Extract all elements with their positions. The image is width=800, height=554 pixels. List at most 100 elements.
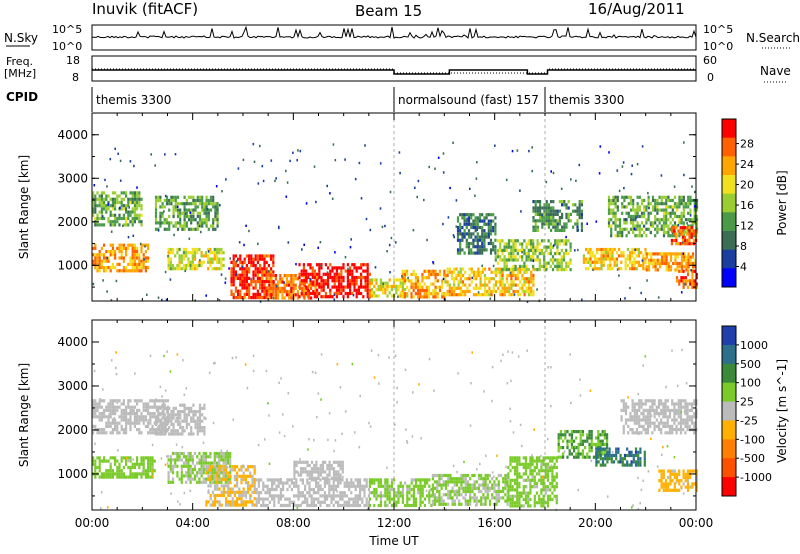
data-cell <box>678 282 681 286</box>
data-cell <box>565 268 568 272</box>
data-cell <box>494 248 497 252</box>
data-cell <box>622 254 625 258</box>
data-cell <box>545 261 548 265</box>
data-cell <box>484 483 487 487</box>
data-cell <box>237 296 240 300</box>
data-cell <box>680 265 684 269</box>
data-cell <box>695 282 698 286</box>
data-cell <box>334 251 336 254</box>
data-cell <box>323 500 326 504</box>
data-cell <box>330 484 333 488</box>
data-cell <box>198 422 202 426</box>
data-cell <box>494 232 497 236</box>
data-cell <box>522 465 525 470</box>
data-cell <box>198 202 202 206</box>
data-cell <box>423 481 426 485</box>
data-cell <box>313 269 316 273</box>
data-cell <box>470 235 473 239</box>
data-cell <box>222 468 225 472</box>
data-cell <box>477 291 480 294</box>
data-cell <box>253 160 256 163</box>
data-cell <box>239 280 242 284</box>
data-cell <box>118 415 121 419</box>
data-cell <box>266 491 269 495</box>
data-cell <box>294 277 297 281</box>
data-cell <box>264 503 267 508</box>
data-cell <box>433 480 437 484</box>
data-cell <box>111 431 114 435</box>
data-cell <box>483 222 486 226</box>
data-cell <box>333 272 336 276</box>
data-cell <box>488 480 492 484</box>
data-cell <box>629 227 633 231</box>
data-cell <box>231 500 234 504</box>
data-cell <box>165 221 169 225</box>
data-cell <box>406 487 409 492</box>
data-cell <box>629 257 632 261</box>
data-cell <box>274 286 277 290</box>
data-cell <box>662 195 666 199</box>
data-cell <box>94 469 97 473</box>
data-cell <box>368 481 371 485</box>
data-cell <box>518 494 521 498</box>
data-cell <box>430 487 433 492</box>
data-cell <box>658 252 662 256</box>
data-cell <box>288 478 291 482</box>
data-cell <box>94 424 97 428</box>
data-cell <box>680 261 684 266</box>
data-cell <box>363 484 366 488</box>
data-cell <box>516 501 519 505</box>
data-cell <box>529 478 532 482</box>
data-cell <box>388 497 391 501</box>
data-cell <box>190 410 193 414</box>
data-cell <box>458 480 461 484</box>
data-cell <box>556 245 559 249</box>
data-cell <box>315 484 318 488</box>
data-cell <box>499 283 502 287</box>
data-cell <box>328 460 331 464</box>
data-cell <box>127 210 130 214</box>
data-cell <box>129 469 132 473</box>
data-cell <box>693 218 696 222</box>
data-cell <box>329 272 332 276</box>
data-cell <box>147 402 150 406</box>
data-cell <box>692 238 695 243</box>
data-cell <box>96 408 99 412</box>
data-cell <box>684 230 688 235</box>
data-cell <box>229 461 232 465</box>
data-cell <box>502 486 505 490</box>
data-cell <box>366 272 369 276</box>
data-cell <box>131 256 134 260</box>
data-cell <box>332 491 335 495</box>
data-cell <box>364 282 367 286</box>
data-cell <box>120 216 123 221</box>
data-cell <box>136 408 139 412</box>
data-cell <box>532 239 535 243</box>
data-cell <box>538 242 541 246</box>
data-cell <box>567 252 570 256</box>
data-cell <box>496 255 500 259</box>
data-cell <box>261 283 264 287</box>
data-cell <box>609 267 612 271</box>
data-cell <box>673 211 677 215</box>
data-cell <box>431 486 434 490</box>
data-cell <box>157 419 160 423</box>
data-cell <box>469 486 472 490</box>
data-cell <box>545 212 548 216</box>
data-cell <box>327 275 330 280</box>
data-cell <box>461 293 465 297</box>
data-cell <box>607 198 611 203</box>
data-cell <box>169 278 172 281</box>
data-cell <box>502 496 505 500</box>
data-cell <box>194 426 197 430</box>
data-cell <box>317 470 320 474</box>
data-cell <box>345 484 348 488</box>
data-cell <box>505 261 508 265</box>
data-cell <box>189 260 192 264</box>
data-cell <box>174 221 177 225</box>
data-cell <box>545 268 548 272</box>
data-cell <box>107 472 110 476</box>
data-cell <box>693 279 696 283</box>
data-cell <box>492 283 495 287</box>
data-cell <box>426 238 428 242</box>
